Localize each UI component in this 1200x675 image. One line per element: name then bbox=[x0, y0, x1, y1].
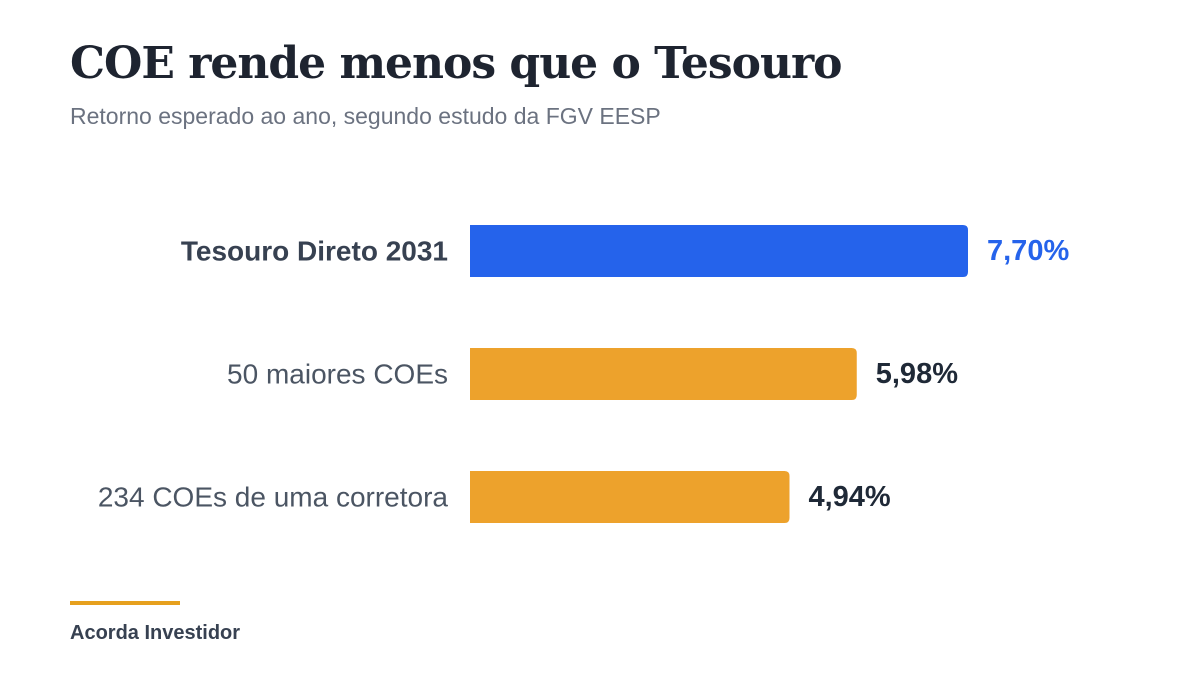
chart-title: COE rende menos que o Tesouro bbox=[70, 38, 842, 89]
source-label: Acorda Investidor bbox=[70, 622, 241, 644]
category-label: Tesouro Direto 2031 bbox=[181, 236, 448, 267]
bar bbox=[470, 471, 790, 523]
value-label: 7,70% bbox=[987, 235, 1069, 267]
bar-highlight bbox=[470, 225, 968, 277]
category-label: 234 COEs de uma corretora bbox=[98, 482, 449, 513]
category-label: 50 maiores COEs bbox=[227, 359, 448, 390]
value-label: 4,94% bbox=[808, 481, 890, 513]
bar bbox=[470, 348, 857, 400]
footer-rule bbox=[70, 601, 180, 605]
value-label: 5,98% bbox=[876, 358, 958, 390]
chart-subtitle: Retorno esperado ao ano, segundo estudo … bbox=[70, 103, 661, 129]
